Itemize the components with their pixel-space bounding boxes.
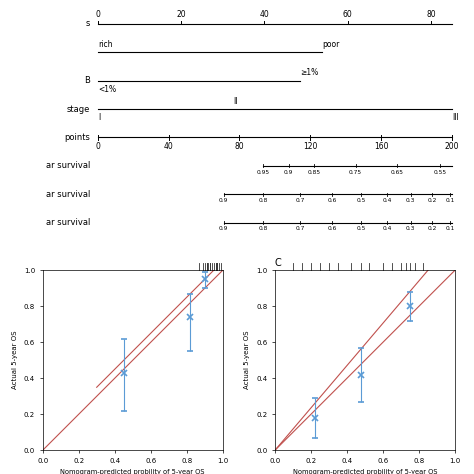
Text: poor: poor	[322, 40, 339, 49]
Text: ar survival: ar survival	[46, 219, 90, 227]
Text: 0.9: 0.9	[219, 227, 228, 231]
Y-axis label: Actual 5-year OS: Actual 5-year OS	[245, 331, 250, 390]
Text: rich: rich	[98, 40, 112, 49]
Text: 0.4: 0.4	[383, 198, 392, 203]
Text: 0.5: 0.5	[357, 227, 366, 231]
X-axis label: Nomogram-predicted probility of 5-year OS: Nomogram-predicted probility of 5-year O…	[293, 469, 437, 474]
Text: 0.1: 0.1	[445, 227, 455, 231]
Text: 40: 40	[260, 9, 269, 18]
Text: 80: 80	[235, 143, 244, 152]
Text: III: III	[452, 113, 459, 122]
Text: 0.7: 0.7	[296, 198, 305, 203]
Text: 40: 40	[164, 143, 173, 152]
Text: 0.8: 0.8	[258, 198, 268, 203]
Text: 0.85: 0.85	[308, 170, 321, 174]
Text: 0.95: 0.95	[256, 170, 270, 174]
Text: 0.65: 0.65	[390, 170, 403, 174]
Text: <1%: <1%	[98, 85, 116, 94]
Text: points: points	[64, 133, 90, 142]
Text: C: C	[275, 258, 282, 268]
Text: ar survival: ar survival	[46, 190, 90, 199]
Text: 160: 160	[374, 143, 388, 152]
Text: B: B	[84, 76, 90, 85]
Text: 0.3: 0.3	[406, 227, 415, 231]
Text: s: s	[86, 19, 90, 28]
Text: stage: stage	[66, 105, 90, 113]
Text: 0.1: 0.1	[445, 198, 455, 203]
Text: 0.2: 0.2	[428, 198, 437, 203]
X-axis label: Nomogram-predicted probility of 5-year OS: Nomogram-predicted probility of 5-year O…	[61, 469, 205, 474]
Text: 200: 200	[445, 143, 459, 152]
Text: 0.75: 0.75	[349, 170, 362, 174]
Text: ≥1%: ≥1%	[301, 68, 319, 77]
Text: 60: 60	[343, 9, 353, 18]
Text: ar survival: ar survival	[46, 162, 90, 170]
Text: 0.6: 0.6	[327, 227, 337, 231]
Text: 0.8: 0.8	[258, 227, 268, 231]
Y-axis label: Actual 5-year OS: Actual 5-year OS	[12, 331, 18, 390]
Text: 0.55: 0.55	[434, 170, 447, 174]
Text: 20: 20	[176, 9, 186, 18]
Text: 0.7: 0.7	[296, 227, 305, 231]
Text: 0.2: 0.2	[428, 227, 437, 231]
Text: 0.6: 0.6	[327, 198, 337, 203]
Text: II: II	[233, 97, 238, 106]
Text: 0.9: 0.9	[284, 170, 293, 174]
Text: 0.5: 0.5	[357, 198, 366, 203]
Text: 80: 80	[426, 9, 436, 18]
Text: 120: 120	[303, 143, 318, 152]
Text: I: I	[98, 113, 100, 122]
Text: 0.9: 0.9	[219, 198, 228, 203]
Text: 0.3: 0.3	[406, 198, 415, 203]
Text: 0.4: 0.4	[383, 227, 392, 231]
Text: 0: 0	[95, 143, 100, 152]
Text: 0: 0	[95, 9, 100, 18]
